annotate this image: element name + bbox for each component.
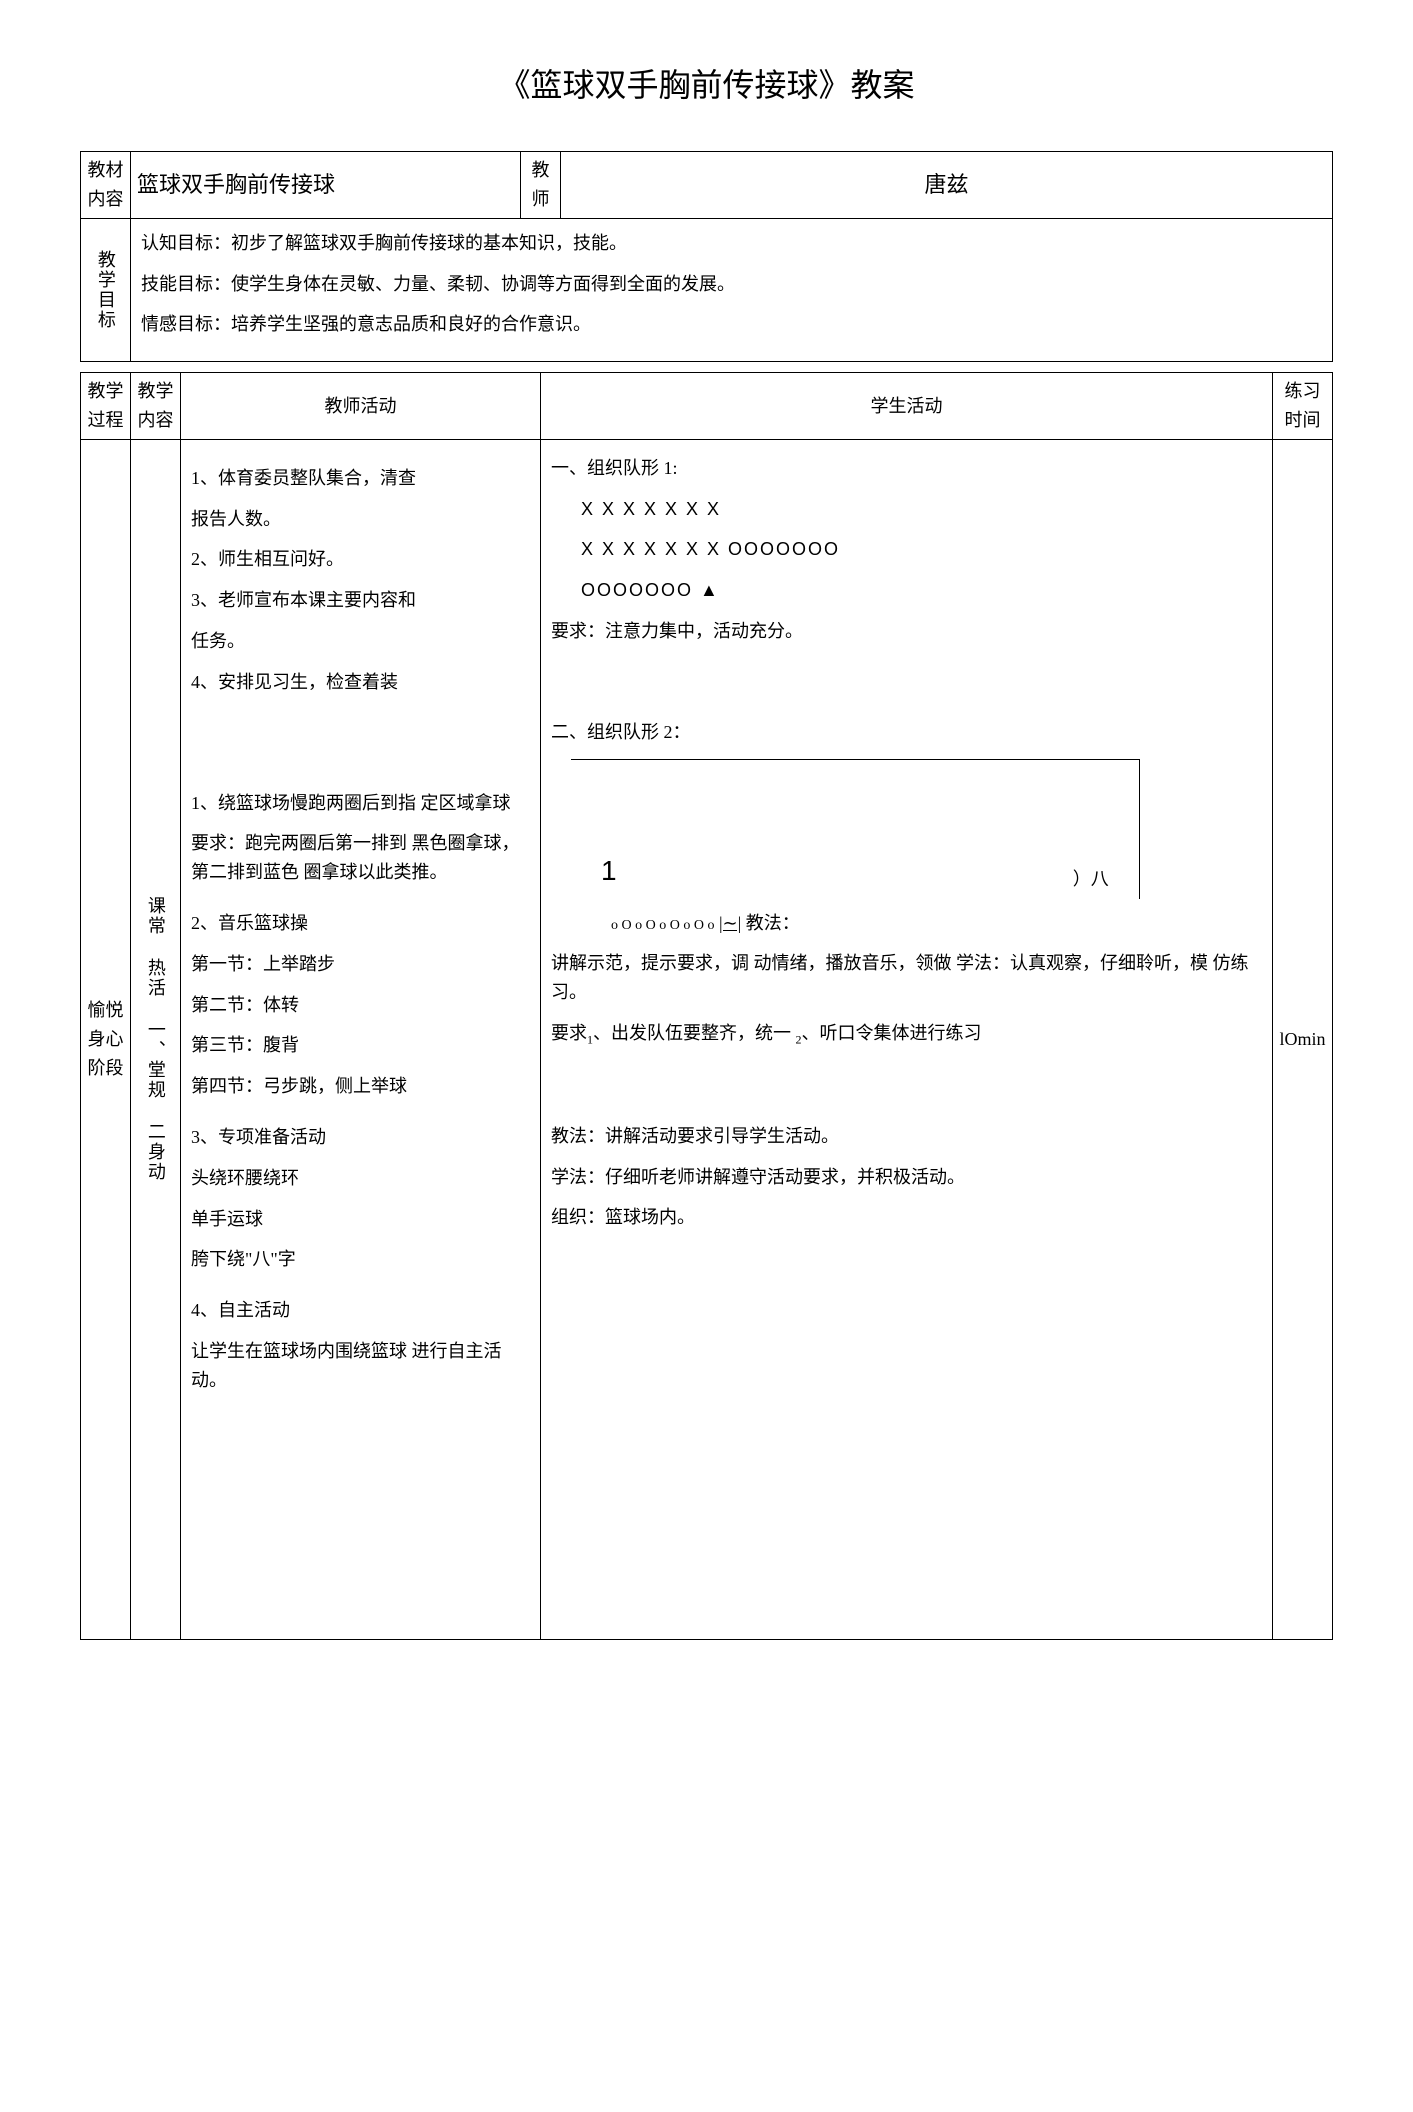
- phase1-content-label: 课常 热活 一、堂规 二身动: [131, 439, 181, 1639]
- warmup-2-2: 第二节：体转: [191, 991, 530, 1020]
- header-content: 教学 内容: [131, 373, 181, 440]
- teacher-act-3b: 任务。: [191, 627, 530, 656]
- warmup-3-1: 头绕环腰绕环: [191, 1164, 530, 1193]
- warmup-2-3: 第三节：腹背: [191, 1031, 530, 1060]
- header-process: 教学 过程: [81, 373, 131, 440]
- page-title: 《篮球双手胸前传接球》教案: [80, 60, 1333, 111]
- formation1-label: 一、组织队形 1:: [551, 454, 1262, 483]
- teacher-name: 唐兹: [561, 152, 1333, 219]
- phase1-teacher-activity: 1、体育委员整队集合，清查 报告人数。 2、师生相互问好。 3、老师宣布本课主要…: [181, 439, 541, 1639]
- teacher-act-1b: 报告人数。: [191, 505, 530, 534]
- req-line: 要求1、出发队伍要整齐，统一 2、听口令集体进行练习: [551, 1019, 1262, 1050]
- teacher-act-4: 4、安排见习生，检查着装: [191, 668, 530, 697]
- warmup-3: 3、专项准备活动: [191, 1123, 530, 1152]
- phase1-student-activity: 一、组织队形 1: X X X X X X X X X X X X X X OO…: [541, 439, 1273, 1639]
- teacher-act-2: 2、师生相互问好。: [191, 545, 530, 574]
- warmup-1: 1、绕篮球场慢跑两圈后到指 定区域拿球: [191, 789, 530, 818]
- goals-label: 教学目标: [81, 218, 131, 361]
- material-content: 篮球双手胸前传接球: [131, 152, 521, 219]
- diagram-num-1: 1: [601, 849, 617, 894]
- method2-2: 学法：仔细听老师讲解遵守活动要求，并积极活动。: [551, 1163, 1262, 1192]
- formation2-label: 二、组织队形 2：: [551, 718, 1262, 747]
- teacher-act-1: 1、体育委员整队集合，清查: [191, 464, 530, 493]
- warmup-3-3: 胯下绕"八"字: [191, 1245, 530, 1274]
- material-label: 教材 内容: [81, 152, 131, 219]
- formation2-diagram: 1 ）八: [571, 759, 1140, 899]
- goal-skill: 技能目标：使学生身体在灵敏、力量、柔韧、协调等方面得到全面的发展。: [141, 270, 1322, 299]
- teacher-label: 教师: [521, 152, 561, 219]
- formation1-row1: X X X X X X X: [551, 495, 1262, 524]
- warmup-4-1: 让学生在篮球场内围绕篮球 进行自主活动。: [191, 1337, 530, 1395]
- lesson-detail-table: 教学 过程 教学 内容 教师活动 学生活动 练习 时间 愉悦 身心 阶段 课常 …: [80, 372, 1333, 1640]
- formation1-row2: X X X X X X X OOOOOOO: [551, 535, 1262, 564]
- goal-emotion: 情感目标：培养学生坚强的意志品质和良好的合作意识。: [141, 310, 1322, 339]
- formation1-req: 要求：注意力集中，活动充分。: [551, 617, 1262, 646]
- method2-1: 教法：讲解活动要求引导学生活动。: [551, 1122, 1262, 1151]
- warmup-1-req: 要求：跑完两圈后第一排到 黑色圈拿球，第二排到蓝色 圈拿球以此类推。: [191, 829, 530, 887]
- phase1-label: 愉悦 身心 阶段: [81, 439, 131, 1639]
- header-practice-time: 练习 时间: [1273, 373, 1333, 440]
- lesson-plan-table: 教材 内容 篮球双手胸前传接球 教师 唐兹 教学目标 认知目标：初步了解篮球双手…: [80, 151, 1333, 362]
- warmup-2-4: 第四节：弓步跳，侧上举球: [191, 1072, 530, 1101]
- diagram-right-text: ）八: [1073, 865, 1109, 894]
- warmup-2: 2、音乐篮球操: [191, 909, 530, 938]
- phase1-time: lOmin: [1273, 439, 1333, 1639]
- diagram-bottom: o O o O o O o O o |∼| 教法：: [551, 909, 1262, 938]
- teach-method: 讲解示范，提示要求，调 动情绪，播放音乐，领做 学法：认真观察，仔细聆听，模 仿…: [551, 949, 1262, 1007]
- teacher-act-3: 3、老师宣布本课主要内容和: [191, 586, 530, 615]
- warmup-3-2: 单手运球: [191, 1205, 530, 1234]
- method2-3: 组织：篮球场内。: [551, 1203, 1262, 1232]
- warmup-2-1: 第一节：上举踏步: [191, 950, 530, 979]
- header-student-activity: 学生活动: [541, 373, 1273, 440]
- formation1-row3: OOOOOOO ▲: [551, 576, 1262, 605]
- goal-cognitive: 认知目标：初步了解篮球双手胸前传接球的基本知识，技能。: [141, 229, 1322, 258]
- warmup-4: 4、自主活动: [191, 1296, 530, 1325]
- header-teacher-activity: 教师活动: [181, 373, 541, 440]
- goals-content: 认知目标：初步了解篮球双手胸前传接球的基本知识，技能。 技能目标：使学生身体在灵…: [131, 218, 1333, 361]
